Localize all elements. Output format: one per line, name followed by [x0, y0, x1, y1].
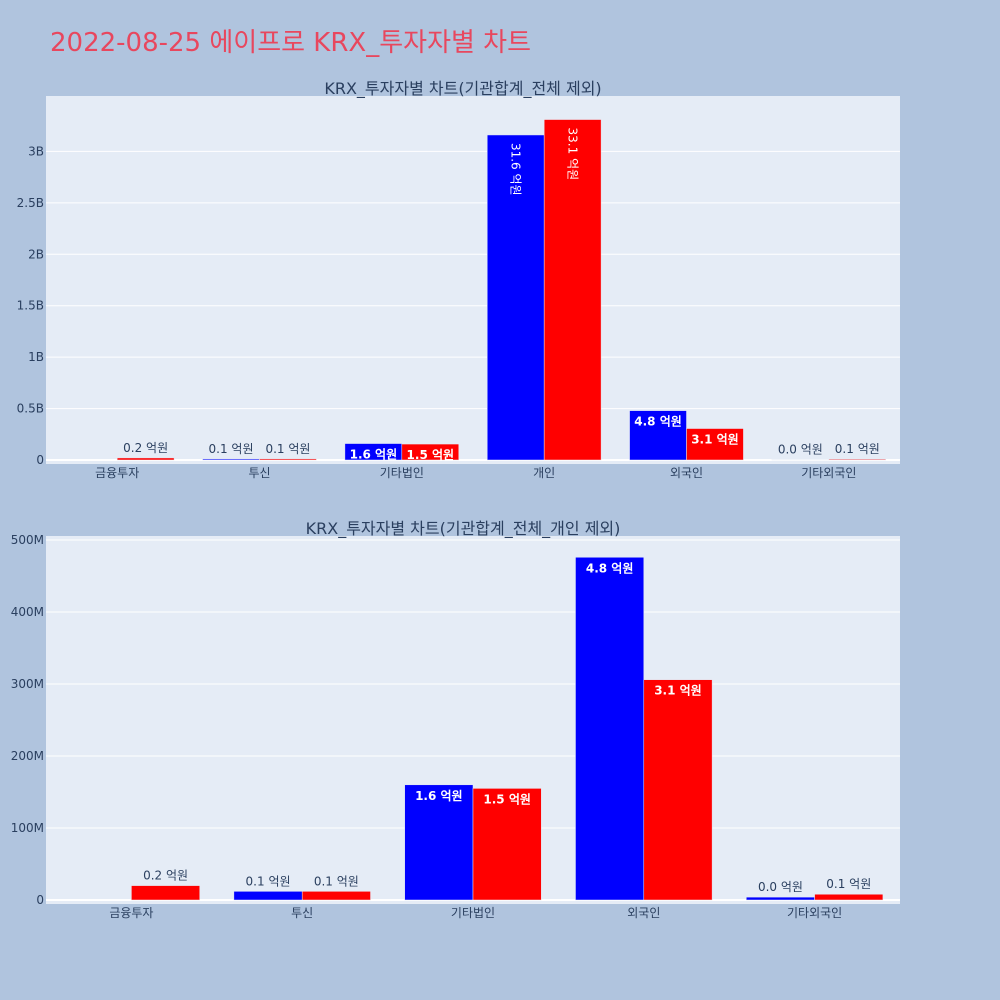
y-tick-label: 0.5B	[17, 402, 44, 416]
x-tick-label: 기타외국인	[801, 466, 856, 480]
bar	[746, 896, 815, 901]
y-tick-label: 300M	[11, 677, 44, 691]
bar	[814, 893, 884, 901]
bar	[131, 885, 200, 901]
bar	[629, 410, 687, 461]
x-tick-label: 기타법인	[380, 466, 424, 480]
data-label: 0.2 억원	[143, 869, 188, 883]
y-tick-label: 2.5B	[17, 196, 44, 210]
bar	[543, 119, 602, 461]
data-label: 0.1 억원	[265, 442, 310, 456]
data-label: 1.5 억원	[407, 448, 455, 462]
data-label: 0.2 억원	[123, 441, 168, 455]
y-tick-label: 1.5B	[17, 299, 44, 313]
bar	[301, 891, 371, 901]
data-label: 31.6 억원	[509, 143, 523, 196]
bar	[202, 458, 260, 461]
data-label: 33.1 억원	[566, 128, 580, 181]
x-tick-label: 개인	[533, 466, 555, 480]
bar	[233, 891, 303, 901]
x-tick-label: 기타외국인	[787, 906, 842, 920]
x-tick-label: 금융투자	[95, 466, 139, 480]
bar	[259, 458, 317, 461]
bar	[472, 788, 542, 901]
data-label: 4.8 억원	[586, 561, 634, 575]
x-tick-label: 투신	[248, 466, 270, 480]
bar	[686, 428, 744, 461]
data-label: 0.0 억원	[758, 880, 803, 894]
y-tick-label: 2B	[28, 247, 44, 261]
y-tick-label: 500M	[11, 533, 44, 547]
y-tick-label: 3B	[28, 144, 44, 158]
x-tick-label: 투신	[291, 906, 313, 920]
data-label: 0.0 억원	[778, 443, 823, 457]
chart-all-investors: 0 0.5B 1B 1.5B 2B 2.5B 3B KRX_투자자별 차트(기관합계_전체 제…	[17, 79, 900, 480]
y-tick-label: 0	[36, 453, 44, 467]
y-tick-label: 400M	[11, 605, 44, 619]
data-label: 4.8 억원	[634, 415, 682, 429]
y-tick-label: 0	[36, 893, 44, 907]
x-tick-label: 외국인	[670, 466, 703, 480]
x-tick-label: 외국인	[627, 906, 660, 920]
data-label: 1.6 억원	[415, 789, 463, 803]
data-label: 0.1 억원	[246, 874, 291, 888]
bar	[404, 784, 474, 901]
chart-title: KRX_투자자별 차트(기관합계_전체 제외)	[324, 79, 601, 99]
data-label: 0.1 억원	[314, 874, 359, 888]
bar	[643, 679, 713, 901]
bar	[486, 134, 545, 461]
x-tick-label: 금융투자	[109, 906, 153, 920]
data-label: 0.1 억원	[209, 442, 254, 456]
data-label: 0.1 억원	[835, 442, 880, 456]
bar	[575, 557, 645, 901]
plot-area	[46, 96, 900, 464]
data-label: 1.5 억원	[483, 792, 531, 806]
y-tick-label: 200M	[11, 749, 44, 763]
data-label: 3.1 억원	[654, 684, 702, 698]
chart-excluding-individuals: 0 100M 200M 300M 400M 500M KRX_투자자별 차트(기관합계_전체…	[11, 519, 900, 920]
x-tick-label: 기타법인	[451, 906, 495, 920]
chart-title: KRX_투자자별 차트(기관합계_전체_개인 제외)	[306, 519, 621, 539]
page-title: 2022-08-25 에이프로 KRX_투자자별 차트	[50, 28, 532, 58]
data-label: 3.1 억원	[691, 433, 739, 447]
y-tick-label: 1B	[28, 350, 44, 364]
bar	[828, 458, 887, 461]
data-label: 0.1 억원	[826, 877, 871, 891]
bar	[401, 443, 460, 461]
data-label: 1.6 억원	[350, 448, 398, 462]
y-tick-label: 100M	[11, 821, 44, 835]
bar	[116, 457, 175, 461]
